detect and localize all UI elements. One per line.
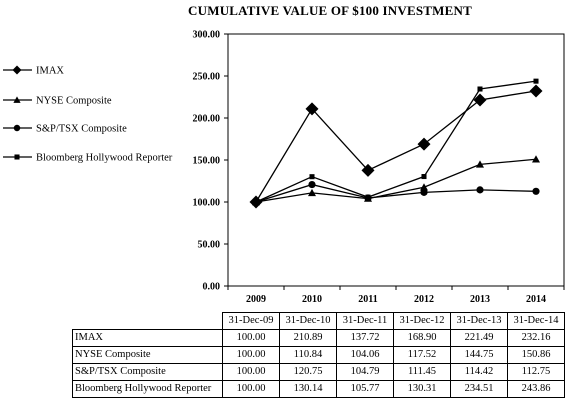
table-cell: 168.90 [393, 329, 451, 347]
data-point-nyse-composite [476, 160, 484, 168]
series-line-s-p-tsx-composite [255, 183, 537, 203]
data-point-imax [529, 84, 543, 98]
table-cell: 100.00 [222, 380, 280, 398]
legend-label-imax: IMAX [36, 66, 64, 77]
line-chart: 0.00 50.00 100.00 150.00 200.00 250.00 300.00 2… [3, 30, 565, 305]
data-point-bloomberg-hollywood-reporter [253, 199, 259, 205]
data-point-s-p-tsx-composite [308, 180, 316, 189]
data-point-imax [473, 93, 487, 107]
legend-marker-imax [12, 65, 22, 75]
table-row: S&P/TSX Composite 100.00 120.75 104.79 1… [72, 363, 565, 381]
table-cell: 112.75 [507, 363, 565, 381]
data-point-s-p-tsx-composite [476, 186, 484, 194]
table-cell: 210.89 [279, 329, 337, 347]
table-cell: 114.42 [450, 363, 508, 381]
table-cell: 111.45 [393, 363, 451, 381]
table-header-cell: 31-Dec-09 [222, 312, 280, 330]
table-cell: 137.72 [336, 329, 394, 347]
series-line-nyse-composite [255, 158, 537, 203]
data-point-imax [361, 163, 375, 177]
y-tick-label: 50.00 [198, 240, 221, 251]
table-header-cell: 31-Dec-12 [393, 312, 451, 330]
y-tick-label: 300.00 [193, 30, 221, 41]
table-cell: 100.00 [222, 363, 280, 381]
table-cell: 232.16 [507, 329, 565, 347]
data-table: 31-Dec-09 31-Dec-10 31-Dec-11 31-Dec-12 … [72, 312, 565, 398]
table-cell: 234.51 [450, 380, 508, 398]
row-label: Bloomberg Hollywood Reporter [72, 380, 223, 398]
table-cell: 104.06 [336, 346, 394, 364]
row-label: NYSE Composite [72, 346, 223, 364]
data-point-s-p-tsx-composite [420, 188, 428, 196]
legend-marker-s-p-tsx-composite [13, 124, 21, 132]
table-corner-cell [72, 312, 223, 330]
row-label: S&P/TSX Composite [72, 363, 223, 381]
x-tick-label: 2009 [246, 294, 266, 305]
x-tick-label: 2014 [526, 294, 546, 305]
series-line-imax [255, 90, 537, 203]
row-label: IMAX [72, 329, 223, 347]
data-point-imax [305, 102, 319, 116]
table-header-cell: 31-Dec-10 [279, 312, 337, 330]
table-cell: 100.00 [222, 346, 280, 364]
table-row: Bloomberg Hollywood Reporter 100.00 130.… [72, 380, 565, 398]
table-cell: 100.00 [222, 329, 280, 347]
legend-label-nyse-composite: NYSE Composite [36, 96, 112, 107]
table-cell: 130.31 [393, 380, 451, 398]
data-point-bloomberg-hollywood-reporter [309, 174, 315, 180]
data-point-bloomberg-hollywood-reporter [477, 86, 483, 92]
chart-title: CUMULATIVE VALUE OF $100 INVESTMENT [188, 3, 472, 18]
series-line-bloomberg-hollywood-reporter [255, 80, 537, 203]
table-cell: 130.14 [279, 380, 337, 398]
legend-marker-nyse-composite [13, 96, 21, 103]
table-cell: 150.86 [507, 346, 565, 364]
data-point-nyse-composite [420, 183, 428, 191]
x-tick-label: 2010 [302, 294, 322, 305]
y-tick-label: 200.00 [193, 114, 221, 125]
table-row: IMAX 100.00 210.89 137.72 168.90 221.49 … [72, 329, 565, 347]
y-tick-label: 0.00 [203, 282, 221, 293]
y-tick-label: 100.00 [193, 198, 221, 209]
x-tick-label: 2011 [358, 294, 377, 305]
x-tick-label: 2013 [470, 294, 490, 305]
table-cell: 110.84 [279, 346, 337, 364]
y-tick-label: 250.00 [193, 72, 221, 83]
data-point-bloomberg-hollywood-reporter [365, 194, 371, 200]
data-point-bloomberg-hollywood-reporter [421, 174, 427, 180]
legend-label-s-p-tsx-composite: S&P/TSX Composite [36, 124, 127, 135]
y-tick-label: 150.00 [193, 156, 221, 167]
table-header-cell: 31-Dec-14 [507, 312, 565, 330]
data-point-nyse-composite [532, 155, 540, 163]
data-point-imax [417, 137, 431, 151]
legend-marker-bloomberg-hollywood-reporter [14, 154, 20, 160]
table-header-row: 31-Dec-09 31-Dec-10 31-Dec-11 31-Dec-12 … [72, 312, 565, 330]
data-point-s-p-tsx-composite [532, 187, 540, 195]
table-header-cell: 31-Dec-13 [450, 312, 508, 330]
table-row: NYSE Composite 100.00 110.84 104.06 117.… [72, 346, 565, 364]
legend-label-bloomberg-hollywood-reporter: Bloomberg Hollywood Reporter [36, 153, 173, 164]
data-point-nyse-composite [308, 188, 316, 197]
table-cell: 105.77 [336, 380, 394, 398]
data-point-bloomberg-hollywood-reporter [533, 78, 539, 84]
x-tick-label: 2012 [414, 294, 434, 305]
table-cell: 117.52 [393, 346, 451, 364]
table-header-cell: 31-Dec-11 [336, 312, 394, 330]
table-cell: 221.49 [450, 329, 508, 347]
table-cell: 120.75 [279, 363, 337, 381]
table-cell: 144.75 [450, 346, 508, 364]
plot-frame [227, 33, 565, 287]
table-cell: 104.79 [336, 363, 394, 381]
table-cell: 243.86 [507, 380, 565, 398]
